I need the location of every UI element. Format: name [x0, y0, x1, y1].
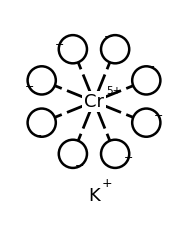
Circle shape	[132, 66, 160, 94]
Text: K: K	[88, 187, 100, 204]
Text: +: +	[102, 177, 112, 190]
Circle shape	[59, 140, 87, 168]
Text: −: −	[104, 32, 113, 42]
Text: −: −	[33, 131, 42, 141]
Circle shape	[101, 140, 129, 168]
Text: −: −	[25, 82, 34, 92]
Text: −: −	[55, 40, 64, 50]
Text: −: −	[154, 111, 163, 121]
Text: Cr: Cr	[84, 93, 104, 110]
Circle shape	[59, 35, 87, 63]
Circle shape	[28, 66, 56, 94]
Circle shape	[101, 35, 129, 63]
Circle shape	[28, 109, 56, 137]
Circle shape	[132, 109, 160, 137]
Text: 5+: 5+	[106, 86, 121, 96]
Text: −: −	[146, 62, 155, 72]
Text: −: −	[75, 161, 84, 171]
Text: −: −	[124, 153, 133, 163]
